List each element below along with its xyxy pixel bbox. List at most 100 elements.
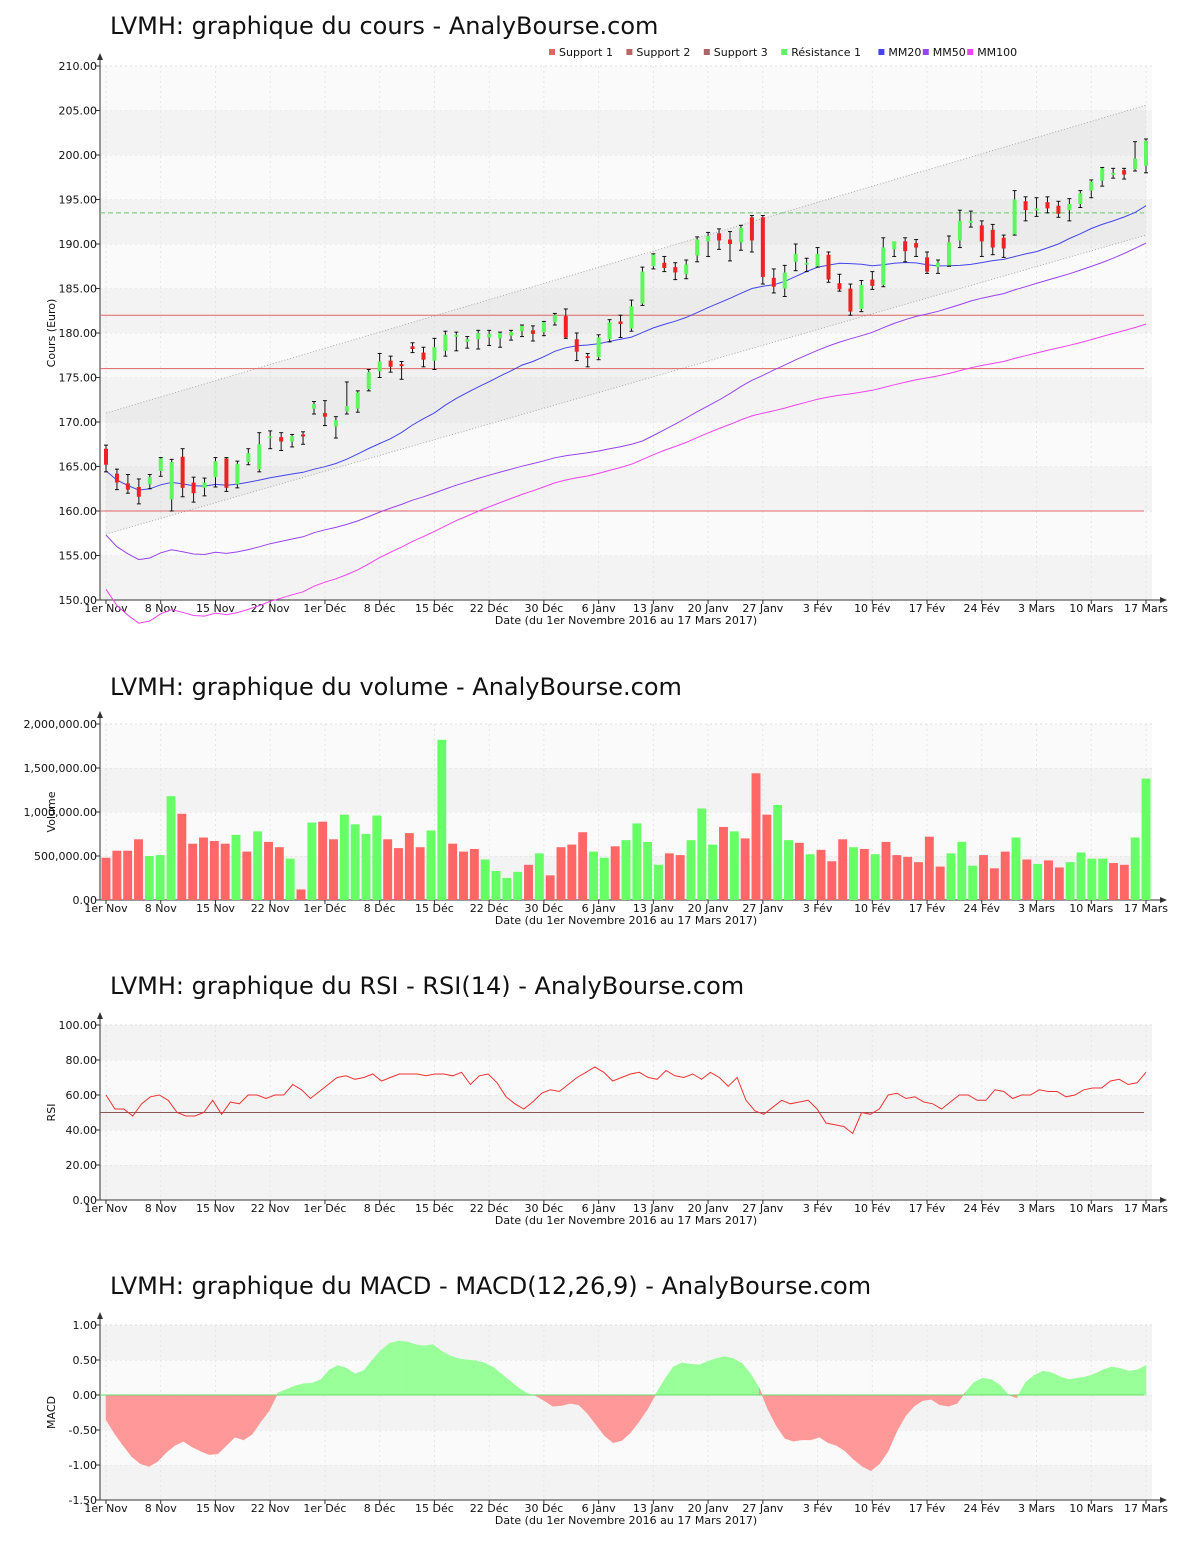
volume-bar-down (209, 841, 219, 900)
plot-band (100, 244, 1152, 289)
candle-up (1100, 168, 1105, 181)
volume-bar-down (383, 839, 393, 900)
macd-area-negative (165, 1394, 176, 1454)
plot-band (100, 1325, 1152, 1360)
x-tick-label: 3 Fév (803, 1502, 833, 1515)
x-tick-label: 22 Déc (470, 1202, 509, 1215)
volume-bar-down (719, 826, 728, 900)
volume-chart: 0.00 500,000.00 1,000,000.00 1,500,000.00 2,… (24, 711, 1168, 927)
y-tick-label: 170.00 (59, 416, 98, 429)
candle-up (684, 264, 689, 275)
x-tick-label: 30 Déc (525, 1502, 564, 1515)
macd-area-positive (733, 1358, 743, 1396)
volume-bar-up (1076, 852, 1086, 900)
candle-up (936, 262, 940, 268)
volume-bar-up (285, 858, 295, 900)
volume-bar-up (968, 865, 978, 900)
volume-bar-up (437, 739, 447, 900)
x-tick-label: 1er Déc (303, 1202, 346, 1215)
volume-bar-down (935, 866, 945, 900)
legend-swatch (549, 49, 555, 55)
volume-bar-down (1109, 863, 1118, 900)
macd-area-negative (140, 1394, 150, 1467)
x-tick-label: 15 Nov (196, 602, 235, 615)
x-tick-label: 17 Fév (909, 902, 946, 915)
volume-bar-up (643, 841, 653, 900)
candle-down (749, 217, 754, 241)
legend-swatch (626, 49, 633, 55)
macd-area-negative (226, 1394, 236, 1447)
macd-area-negative (191, 1394, 201, 1452)
candle-up (640, 271, 645, 304)
x-tick-label: 8 Déc (364, 1502, 396, 1515)
x-axis-label: Date (du 1er Novembre 2016 au 17 Mars 20… (495, 1214, 757, 1227)
volume-bar-down (101, 857, 111, 900)
y-axis-label: MACD (45, 1396, 58, 1429)
candle-up (454, 334, 459, 337)
x-axis-label: Date (du 1er Novembre 2016 au 17 Mars 20… (495, 614, 757, 627)
x-tick-label: 3 Fév (803, 602, 833, 615)
candle-down (1045, 202, 1050, 209)
x-tick-label: 17 Fév (909, 1202, 946, 1215)
candle-down (925, 257, 930, 272)
x-axis-arrow (1160, 1197, 1167, 1203)
candle-up (257, 444, 262, 470)
candle-down (399, 364, 404, 367)
volume-bar-up (1098, 858, 1108, 900)
candle-up (596, 337, 601, 358)
plot-band (100, 768, 1152, 812)
x-tick-label: 1er Nov (84, 602, 128, 615)
volume-bar-down (296, 889, 306, 900)
volume-bar-down (415, 847, 425, 900)
volume-bar-down (1044, 860, 1053, 900)
y-tick-label: 0.00 (73, 1194, 98, 1207)
candle-up (498, 333, 503, 339)
y-tick-label: 1.00 (73, 1319, 98, 1332)
x-tick-label: 17 Mars (1124, 1202, 1168, 1215)
volume-bar-down (881, 841, 891, 900)
x-tick-label: 8 Nov (145, 602, 177, 615)
candle-down (421, 352, 426, 360)
candle-up (377, 361, 382, 372)
volume-bar-up (1065, 862, 1075, 900)
candle-down (114, 473, 119, 483)
y-tick-label: -1.00 (69, 1459, 97, 1472)
x-tick-label: 13 Janv (633, 1502, 674, 1515)
y-tick-label: 155.00 (59, 550, 98, 563)
plot-band (100, 288, 1152, 333)
x-tick-label: 3 Mars (1018, 1502, 1055, 1515)
volume-bar-down (123, 850, 133, 900)
macd-area-positive (1076, 1376, 1087, 1396)
x-tick-label: 17 Fév (909, 1502, 946, 1515)
volume-bar-up (231, 834, 241, 900)
legend-label: MM50 (933, 46, 966, 59)
legend-swatch (781, 49, 788, 55)
x-tick-label: 17 Mars (1124, 602, 1168, 615)
macd-area-positive (406, 1341, 416, 1396)
x-tick-label: 15 Nov (196, 1502, 235, 1515)
candle-down (1001, 237, 1006, 249)
plot-band (100, 1025, 1152, 1060)
volume-bar-down (762, 814, 772, 900)
macd-area-positive (698, 1360, 708, 1396)
candle-up (344, 405, 349, 412)
macd-area-negative (604, 1394, 614, 1444)
legend-swatch (703, 49, 710, 55)
y-tick-label: 160.00 (59, 505, 98, 518)
price-chart-title: LVMH: graphique du cours - AnalyBourse.c… (110, 12, 659, 40)
volume-bar-down (1119, 864, 1129, 900)
x-tick-label: 22 Nov (251, 902, 290, 915)
candle-up (465, 339, 470, 342)
x-tick-label: 1er Nov (84, 1502, 128, 1515)
macd-area-negative (844, 1394, 855, 1461)
candle-down (717, 233, 722, 241)
volume-bar-up (534, 853, 544, 900)
y-tick-label: 205.00 (59, 105, 98, 118)
y-tick-label: 175.00 (59, 372, 98, 385)
candle-down (979, 225, 984, 242)
price-panel: LVMH: graphique du cours - AnalyBourse.c… (0, 0, 1200, 640)
x-tick-label: 20 Janv (688, 902, 729, 915)
y-tick-label: 1,500,000.00 (24, 762, 97, 775)
x-tick-label: 6 Janv (582, 1202, 616, 1215)
macd-area-positive (389, 1340, 399, 1396)
